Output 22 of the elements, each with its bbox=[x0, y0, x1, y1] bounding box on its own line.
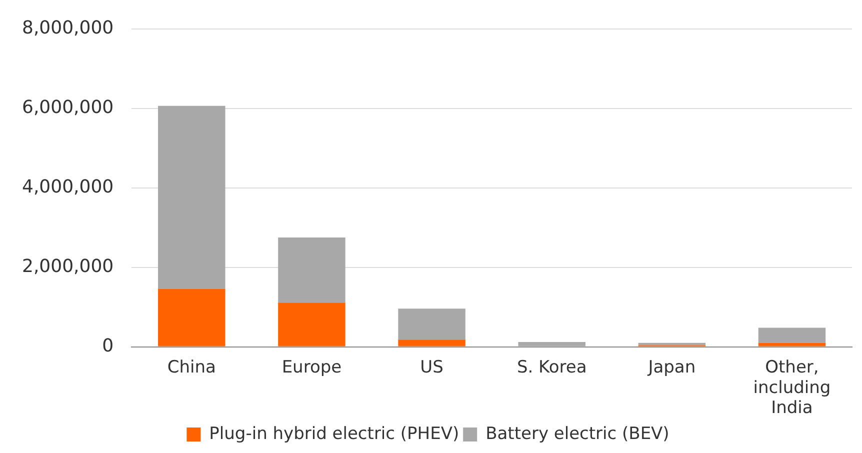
x-tick-label: S. Korea bbox=[516, 357, 587, 378]
x-tick-label: US bbox=[420, 357, 444, 378]
bar bbox=[278, 302, 346, 346]
legend-label: Plug-in hybrid electric (PHEV) bbox=[209, 424, 460, 444]
x-tick-label: Japan bbox=[647, 357, 696, 378]
y-tick-label: 0 bbox=[102, 335, 114, 356]
legend-label: Battery electric (BEV) bbox=[486, 424, 670, 444]
y-tick-label: 2,000,000 bbox=[22, 256, 114, 277]
y-tick-label: 8,000,000 bbox=[22, 17, 114, 38]
bar bbox=[758, 328, 826, 343]
y-tick-label: 4,000,000 bbox=[22, 176, 114, 198]
bar bbox=[158, 106, 226, 289]
x-tick-label: Europe bbox=[282, 357, 342, 378]
bar bbox=[518, 342, 586, 346]
bar bbox=[398, 308, 466, 340]
bar bbox=[758, 342, 826, 346]
x-tick-label: China bbox=[167, 357, 216, 378]
y-tick-label: 6,000,000 bbox=[22, 96, 114, 118]
bar bbox=[398, 340, 466, 346]
bar bbox=[158, 288, 226, 346]
x-tick-label: Other, including India bbox=[753, 357, 831, 418]
bar bbox=[278, 237, 346, 303]
